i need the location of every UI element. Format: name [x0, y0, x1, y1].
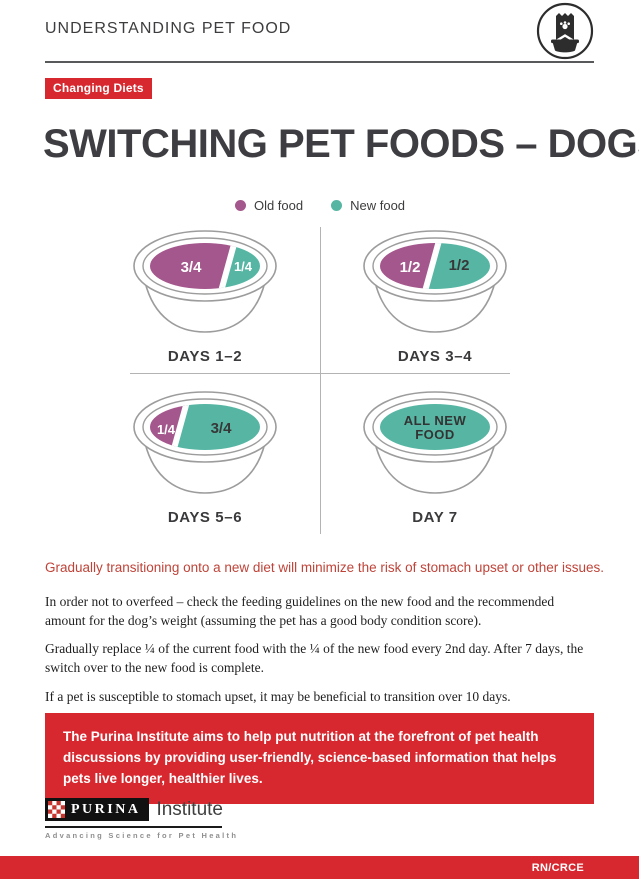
- logo-divider: [45, 826, 222, 828]
- fraction-label: 3/4: [211, 420, 233, 437]
- bowl-days-5-6: 1/4 3/4 DAYS 5–6: [90, 373, 320, 537]
- paragraph: In order not to overfeed – check the fee…: [45, 594, 555, 629]
- lead-sentence: Gradually transitioning onto a new diet …: [45, 560, 605, 575]
- legend-item-new-food: New food: [331, 198, 405, 213]
- diagram-vertical-divider: [320, 227, 321, 534]
- all-new-food-label-line1: ALL NEW: [404, 413, 467, 428]
- purina-logo-box: PURINA: [45, 798, 150, 821]
- legend: Old food New food: [90, 198, 550, 213]
- fraction-label: 1/4: [157, 422, 176, 437]
- page-title: SWITCHING PET FOODS – DOGS: [43, 122, 639, 166]
- fraction-label: 1/4: [234, 259, 253, 274]
- page-header-title: UNDERSTANDING PET FOOD: [45, 20, 292, 37]
- diagram-horizontal-divider: [130, 373, 510, 374]
- logo-suffix-text: Institute: [156, 798, 223, 820]
- bowl-illustration: 1/4 3/4: [133, 391, 277, 494]
- bowl-grid: 3/4 1/4 DAYS 1–2 1/2: [90, 225, 550, 537]
- body-text: In order not to overfeed – check the fee…: [45, 592, 597, 715]
- legend-item-old-food: Old food: [234, 198, 304, 213]
- bowl-caption: DAYS 3–4: [397, 348, 473, 365]
- bowl-day-7: ALL NEW FOOD DAY 7: [320, 373, 550, 537]
- section-badge: Changing Diets: [45, 78, 152, 99]
- bowl-illustration: 3/4 1/4: [133, 230, 277, 333]
- legend-label: New food: [350, 198, 406, 213]
- bowl-days-3-4: 1/2 1/2 DAYS 3–4: [320, 225, 550, 373]
- footer-bar: RN/CRCE: [0, 856, 639, 879]
- purina-institute-logo: PURINA Institute Advancing Science for P…: [45, 798, 238, 840]
- bowl-caption: DAYS 1–2: [167, 348, 243, 365]
- fraction-label: 1/2: [449, 257, 470, 274]
- fraction-label: 3/4: [181, 259, 203, 276]
- fraction-label: 1/2: [400, 259, 421, 276]
- purina-checkerboard-icon: [48, 801, 65, 818]
- bowl-illustration: 1/2 1/2: [363, 230, 507, 333]
- footer-code: RN/CRCE: [531, 861, 584, 874]
- logo-brand-text: PURINA: [71, 801, 141, 817]
- legend-label: Old food: [253, 198, 304, 213]
- header-divider: [45, 61, 594, 63]
- logo-tagline: Advancing Science for Pet Health: [45, 831, 239, 840]
- old-food-dot-icon: [234, 200, 246, 211]
- new-food-dot-icon: [331, 200, 343, 211]
- pet-food-bag-bowl-icon: [536, 2, 594, 60]
- bowl-caption: DAYS 5–6: [167, 509, 243, 526]
- paragraph: If a pet is susceptible to stomach upset…: [45, 688, 511, 704]
- bowl-illustration: ALL NEW FOOD: [363, 391, 507, 494]
- all-new-food-label-line2: FOOD: [415, 427, 455, 442]
- transition-diagram: 3/4 1/4 DAYS 1–2 1/2: [90, 225, 550, 537]
- bowl-caption: DAY 7: [412, 509, 458, 526]
- bowl-days-1-2: 3/4 1/4 DAYS 1–2: [90, 225, 320, 373]
- mission-callout: The Purina Institute aims to help put nu…: [45, 713, 594, 804]
- paragraph: Gradually replace ¼ of the current food …: [45, 641, 584, 676]
